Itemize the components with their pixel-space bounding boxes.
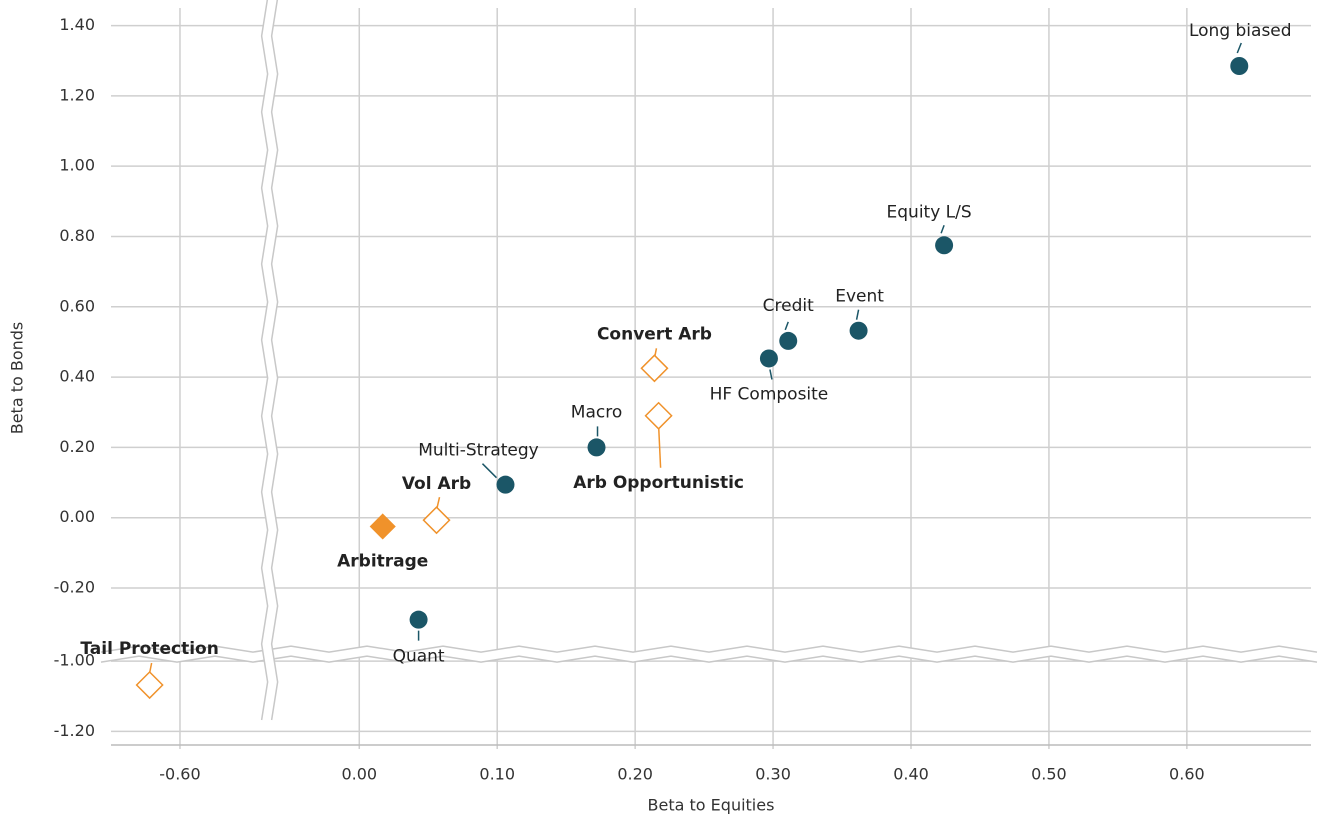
point-marker: [496, 475, 515, 494]
point-marker: [135, 670, 164, 700]
x-tick-label: 0.00: [341, 765, 377, 784]
leader-line: [769, 369, 773, 380]
point-label: Arb Opportunistic: [573, 473, 744, 493]
point-marker: [422, 506, 451, 535]
point-marker: [779, 331, 798, 350]
point-label: Quant: [393, 647, 445, 667]
point-marker: [587, 438, 606, 457]
y-tick-label: 1.40: [59, 15, 95, 34]
axis-break-edge: [260, 0, 269, 721]
point-marker: [644, 401, 673, 430]
y-axis-title: Beta to Bonds: [8, 322, 27, 435]
y-tick-label: 0.60: [59, 296, 95, 315]
point-label: Arbitrage: [337, 551, 428, 571]
point-marker: [409, 610, 428, 629]
leader-line: [657, 424, 662, 468]
point-marker: [759, 349, 778, 368]
x-tick-label: 0.60: [1169, 765, 1205, 784]
axis-break-edge: [100, 655, 1318, 663]
y-tick-label: -1.00: [54, 651, 95, 670]
x-tick-label: 0.50: [1031, 765, 1067, 784]
axis-break: [262, 0, 278, 721]
point-label: HF Composite: [710, 384, 829, 404]
point-marker: [369, 513, 396, 540]
x-tick-label: 0.20: [617, 765, 653, 784]
leader-line: [1236, 42, 1242, 54]
point-marker: [935, 236, 954, 255]
point-marker: [1230, 57, 1249, 76]
leader-line: [784, 321, 789, 331]
point-marker: [640, 354, 669, 383]
leader-line: [940, 225, 945, 234]
leader-line: [481, 463, 498, 479]
y-tick-label: 1.20: [59, 85, 95, 104]
x-axis-title: Beta to Equities: [648, 796, 775, 815]
axis-break-edge: [270, 0, 279, 721]
point-label: Macro: [571, 402, 622, 422]
y-tick-label: 0.40: [59, 367, 95, 386]
point-label: Equity L/S: [887, 202, 972, 222]
x-tick-label: 0.40: [893, 765, 929, 784]
point-label: Long biased: [1189, 21, 1292, 41]
point-marker: [849, 321, 868, 340]
point-label: Credit: [763, 296, 814, 316]
y-tick-label: -0.20: [54, 578, 95, 597]
axis-break: [100, 646, 1318, 662]
point-label: Multi-Strategy: [418, 441, 539, 461]
point-label: Convert Arb: [597, 324, 712, 344]
axis-break-edge: [100, 645, 1318, 653]
point-label: Vol Arb: [402, 474, 471, 494]
y-tick-label: 0.00: [59, 507, 95, 526]
y-tick-label: -1.20: [54, 721, 95, 740]
x-tick-label: 0.30: [755, 765, 791, 784]
x-tick-label: 0.10: [479, 765, 515, 784]
y-tick-label: 1.00: [59, 156, 95, 175]
point-label: Event: [835, 287, 884, 307]
x-tick-label: -0.60: [159, 765, 200, 784]
y-tick-label: 0.80: [59, 226, 95, 245]
leader-line: [855, 309, 860, 320]
y-tick-label: 0.20: [59, 437, 95, 456]
point-label: Tail Protection: [80, 639, 218, 659]
